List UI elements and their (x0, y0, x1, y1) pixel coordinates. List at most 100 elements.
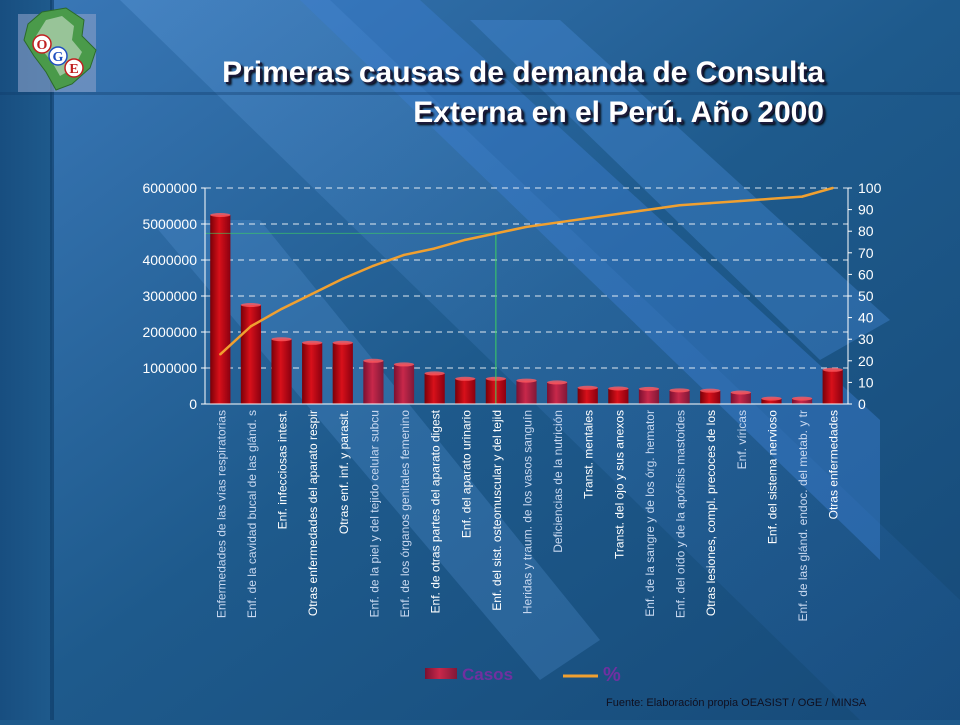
category-label: Enf. de la cavidad bucal de las glánd. s (245, 410, 259, 618)
bar-top (332, 340, 353, 345)
cumulative-percent-line (219, 186, 834, 356)
bar (455, 378, 476, 404)
category-label: Otras enfermedades (827, 410, 841, 519)
category-label: Enf. infecciosas intest. (276, 410, 290, 529)
cumulative-percent-point (219, 353, 222, 356)
bar-top (516, 378, 537, 383)
category-label: Enf. del sistema nervioso (765, 410, 779, 544)
bar-top (638, 386, 660, 391)
bar-top (791, 396, 813, 401)
y-tick-label: 2000000 (142, 324, 197, 340)
bar-top (700, 388, 721, 393)
chart-title-line-1: Primeras causas de demanda de Consulta (222, 56, 824, 89)
chart-title-line-2: Externa en el Perú. Año 2000 (413, 96, 824, 129)
y2-tick-label: 60 (858, 266, 874, 282)
bar-top (669, 388, 690, 393)
bar-top (210, 213, 231, 217)
cumulative-percent-point (678, 204, 681, 207)
y2-tick-label: 50 (858, 288, 874, 304)
bar (363, 360, 384, 404)
cumulative-percent-point (800, 195, 804, 198)
category-label: Enf. del aparato urinario (459, 410, 473, 538)
y-tick-label: 0 (189, 396, 197, 412)
bar-top (730, 390, 751, 395)
bar (608, 388, 629, 404)
y2-tick-label: 10 (858, 374, 874, 390)
y2-tick-label: 40 (858, 310, 874, 326)
oge-logo: O G E (18, 7, 97, 92)
bar (700, 390, 721, 404)
bar (791, 398, 813, 404)
legend-label-percent: % (603, 664, 621, 686)
y2-tick-label: 20 (858, 353, 874, 369)
y-tick-label: 5000000 (142, 216, 197, 232)
logo-letter-o: O (37, 38, 48, 53)
category-label: Enf. de la piel y del tejido celular sub… (367, 410, 381, 617)
bar-top (761, 396, 782, 401)
source-note: Fuente: Elaboración propia OEASIST / OGE… (606, 697, 867, 709)
cumulative-percent-point (709, 201, 712, 205)
cumulative-percent-point (525, 225, 528, 229)
bar (516, 380, 537, 404)
bar (240, 305, 262, 404)
y2-tick-label: 80 (858, 223, 874, 239)
y-tick-label: 1000000 (142, 360, 197, 376)
y-tick-label: 4000000 (142, 252, 197, 268)
bar-top (547, 380, 568, 385)
category-label: Enf. víricas (735, 410, 749, 469)
category-label: Otras enf. inf. y parasit. (337, 410, 351, 534)
bar (822, 369, 843, 404)
cumulative-percent-point (770, 197, 773, 200)
category-label: Enf. de las glánd. endoc. del metab. y t… (796, 410, 810, 621)
cumulative-percent-point (647, 208, 651, 211)
y-tick-label: 3000000 (142, 288, 197, 304)
bar (730, 392, 751, 404)
logo-letter-e: E (69, 62, 78, 77)
category-label: Transt. del ojo y sus anexos (612, 410, 626, 559)
cumulative-percent-point (464, 238, 467, 242)
bar (638, 388, 660, 404)
bar-top (455, 376, 476, 381)
cumulative-percent-point (739, 199, 743, 203)
bar-top (608, 386, 629, 391)
bar-top (424, 371, 445, 376)
bar (669, 390, 690, 404)
legend-label-casos: Casos (462, 665, 513, 684)
legend-swatch-casos (425, 668, 457, 679)
bar (424, 373, 445, 404)
cumulative-percent-point (555, 221, 559, 224)
bar (332, 342, 353, 404)
bar-top (393, 362, 415, 367)
bar-top (271, 337, 292, 342)
y-tick-label: 6000000 (142, 180, 197, 196)
category-label: Transt. mentales (582, 410, 596, 499)
cumulative-percent-point (372, 264, 375, 267)
y2-tick-label: 90 (858, 202, 874, 218)
bar (271, 339, 292, 404)
cumulative-percent-point (494, 232, 498, 235)
cumulative-percent-point (617, 212, 620, 216)
bar-top (363, 358, 384, 363)
category-label: Enf. de los órganos genitales femenino (398, 410, 412, 618)
y2-tick-label: 100 (858, 180, 882, 196)
cumulative-percent-point (433, 247, 436, 250)
bar-top (577, 385, 598, 390)
cumulative-percent-point (341, 277, 344, 280)
category-label: Otras lesiones, compl. precoces de los (704, 410, 718, 616)
bar (577, 387, 598, 404)
y2-tick-label: 0 (858, 396, 866, 412)
category-label: Enf. de otras partes del aparato digest (429, 409, 443, 613)
cumulative-percent-point (402, 253, 406, 257)
cumulative-percent-point (249, 325, 253, 328)
category-label: Enf. del sist. osteomuscular y del tejid (490, 410, 504, 611)
bar-top (240, 303, 262, 307)
y2-tick-label: 70 (858, 245, 874, 261)
bar (393, 364, 415, 404)
bar (210, 215, 231, 404)
cumulative-percent-point (586, 217, 589, 220)
category-label: Heridas y traum. de los vasos sanguín (521, 410, 535, 614)
logo-letter-g: G (53, 50, 64, 65)
cumulative-percent-point (831, 186, 834, 190)
